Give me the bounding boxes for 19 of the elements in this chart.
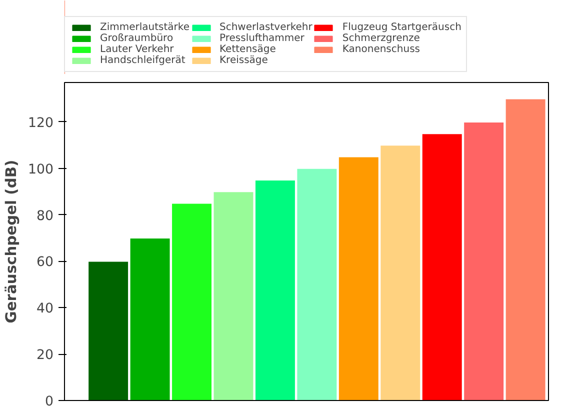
legend-label: Kreissäge (220, 55, 268, 66)
legend-label: Schmerzgrenze (342, 33, 420, 44)
y-tick-label: 20 (36, 348, 54, 364)
legend-label: Kanonenschuss (342, 44, 420, 55)
legend-label: Lauter Verkehr (100, 44, 174, 55)
y-tick-label: 100 (28, 162, 54, 178)
legend-label: Handschleifgerät (100, 55, 186, 66)
y-tick-label: 120 (28, 116, 54, 131)
legend-label: Zimmerlautstärke (100, 22, 190, 33)
y-tick-label: 80 (36, 208, 54, 224)
legend-label: Kettensäge (220, 44, 276, 55)
legend-label: Presslufthammer (220, 33, 304, 44)
y-tick-label: 40 (36, 302, 54, 317)
y-tick-label: 60 (36, 255, 54, 270)
legend-label: Flugzeug Startgeräusch (342, 22, 462, 33)
y-axis-title: Geräuschpegel (dB) (3, 160, 20, 324)
legend-label: Großraumbüro (100, 33, 174, 44)
y-tick-label: 0 (45, 394, 54, 408)
legend-label: Schwerlastverkehr (220, 22, 312, 33)
